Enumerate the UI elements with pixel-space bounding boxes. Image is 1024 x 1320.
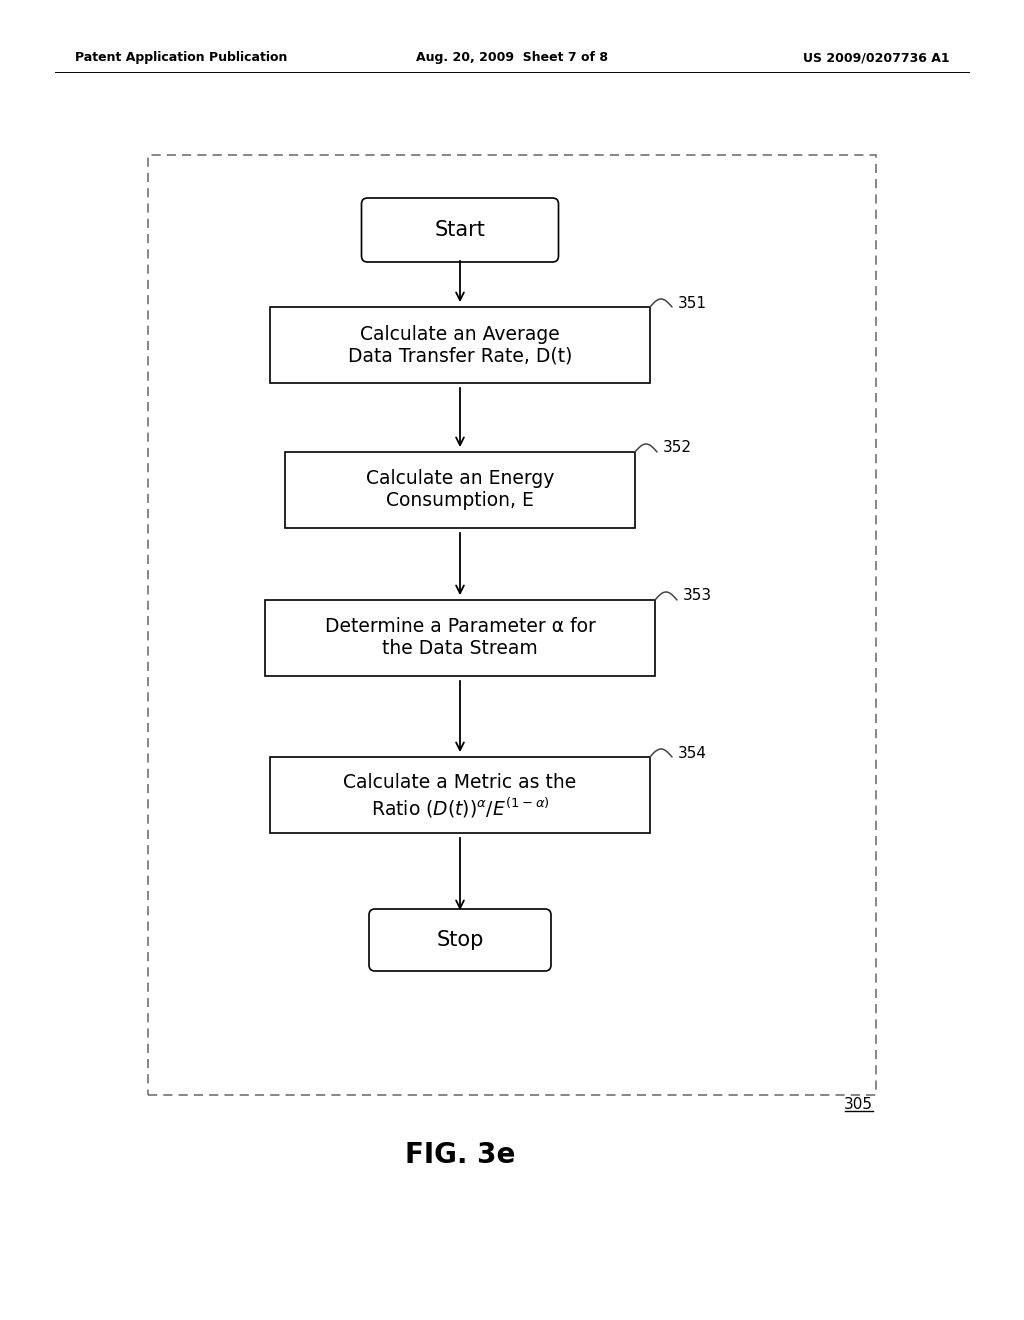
Text: Calculate an Average
Data Transfer Rate, D(t): Calculate an Average Data Transfer Rate,… bbox=[348, 325, 572, 366]
Bar bbox=[285, 451, 635, 528]
Bar bbox=[270, 756, 650, 833]
Text: Start: Start bbox=[434, 220, 485, 240]
Text: 353: 353 bbox=[683, 589, 712, 603]
Text: Determine a Parameter α for
the Data Stream: Determine a Parameter α for the Data Str… bbox=[325, 618, 595, 659]
Text: FIG. 3e: FIG. 3e bbox=[404, 1140, 515, 1170]
Bar bbox=[265, 601, 655, 676]
Text: Calculate an Energy
Consumption, E: Calculate an Energy Consumption, E bbox=[366, 470, 554, 511]
Text: Ratio $(D(t))^{\alpha}/E^{(1-\alpha)}$: Ratio $(D(t))^{\alpha}/E^{(1-\alpha)}$ bbox=[371, 796, 549, 820]
Text: US 2009/0207736 A1: US 2009/0207736 A1 bbox=[804, 51, 950, 65]
Bar bbox=[270, 308, 650, 383]
Text: Stop: Stop bbox=[436, 931, 483, 950]
Text: Patent Application Publication: Patent Application Publication bbox=[75, 51, 288, 65]
Text: Calculate a Metric as the: Calculate a Metric as the bbox=[343, 772, 577, 792]
Text: 351: 351 bbox=[678, 296, 707, 310]
Text: 354: 354 bbox=[678, 746, 707, 760]
Text: 305: 305 bbox=[844, 1097, 873, 1111]
FancyBboxPatch shape bbox=[361, 198, 558, 261]
FancyBboxPatch shape bbox=[369, 909, 551, 972]
Text: 352: 352 bbox=[663, 441, 692, 455]
Bar bbox=[148, 154, 876, 1096]
Text: Aug. 20, 2009  Sheet 7 of 8: Aug. 20, 2009 Sheet 7 of 8 bbox=[416, 51, 608, 65]
